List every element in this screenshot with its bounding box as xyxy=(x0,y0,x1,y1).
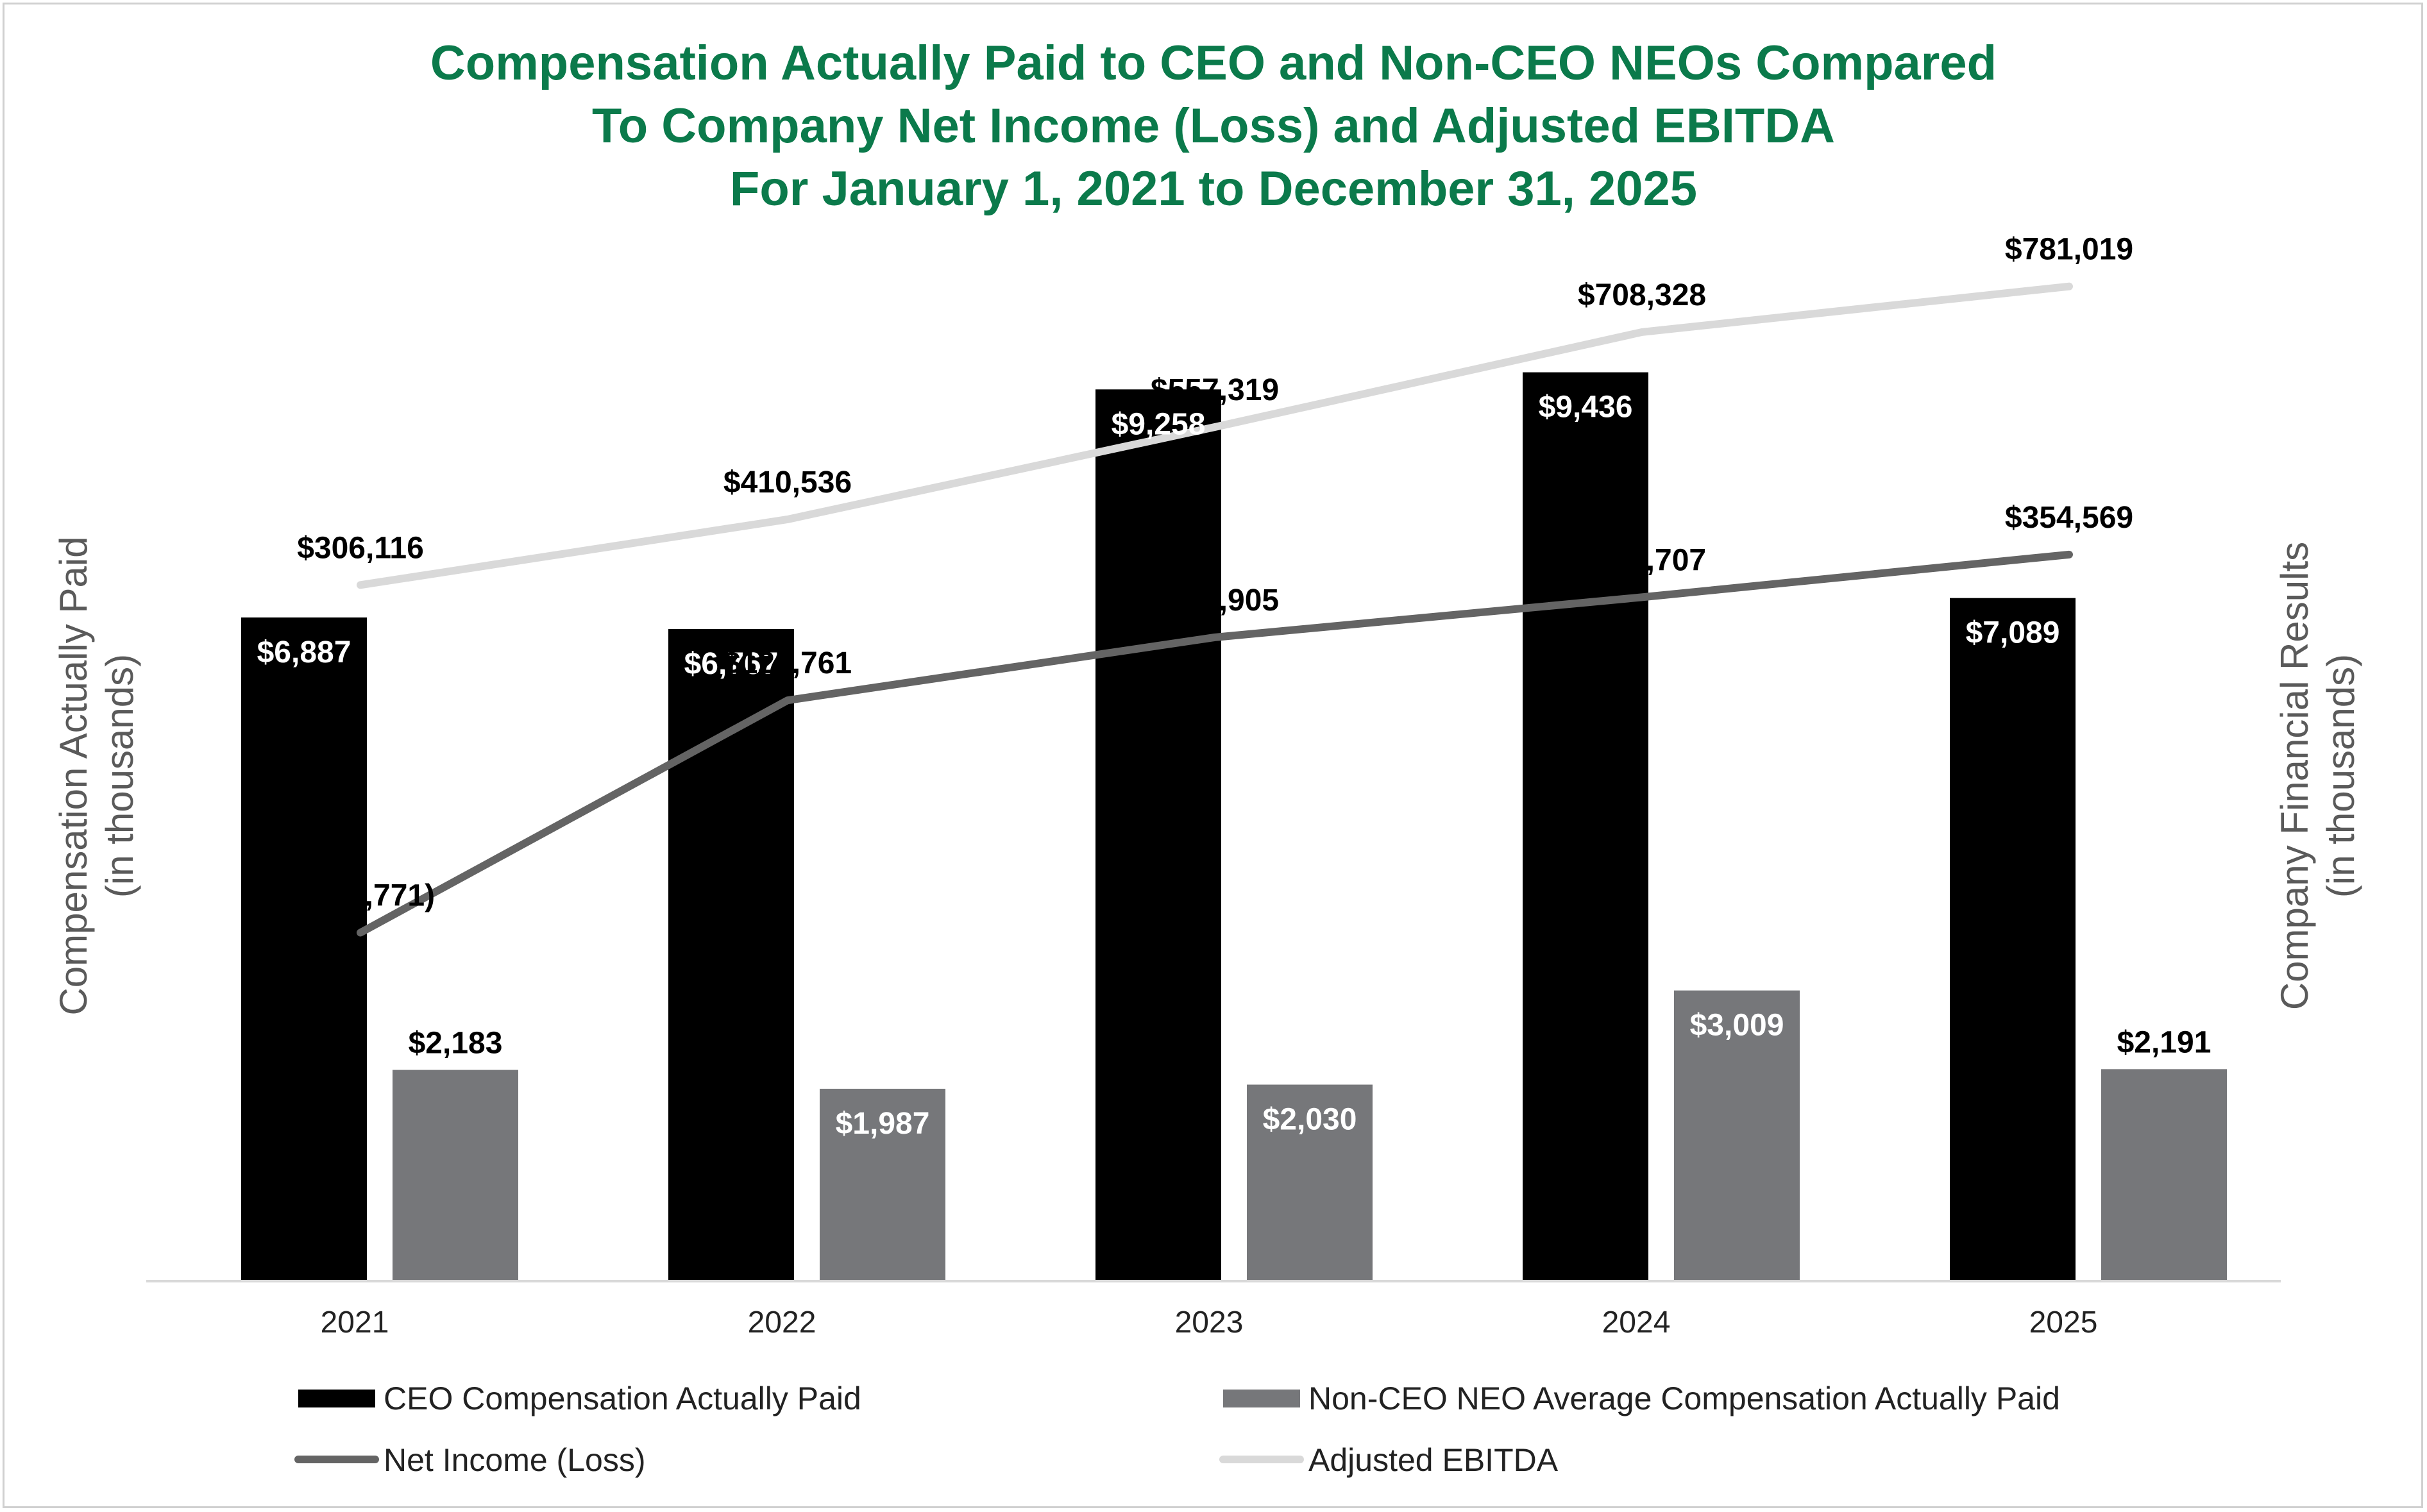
ceo-bar-label-2025: $7,089 xyxy=(1966,616,2060,650)
non-ceo-bar-2022 xyxy=(820,1088,945,1280)
adjusted-ebitda-label-2022: $410,536 xyxy=(723,466,852,500)
non-ceo-bar-2023 xyxy=(1247,1084,1373,1280)
left-axis-title-line-1: Compensation Actually Paid xyxy=(52,536,95,1015)
legend: CEO Compensation Actually Paid Non-CEO N… xyxy=(294,1381,2060,1478)
chart-title-line-2: To Company Net Income (Loss) and Adjuste… xyxy=(592,99,1835,153)
bars-layer xyxy=(241,372,2227,1281)
x-tick-2025: 2025 xyxy=(2029,1306,2098,1340)
lines-layer xyxy=(357,282,2073,937)
chart-title-line-3: For January 1, 2021 to December 31, 2025 xyxy=(730,162,1697,216)
legend-label-adjusted-ebitda: Adjusted EBITDA xyxy=(1308,1442,1559,1478)
ceo-bar-2022 xyxy=(668,628,794,1280)
right-axis-title-line-2: (in thousands) xyxy=(2319,654,2362,898)
non-ceo-bar-label-2024: $3,009 xyxy=(1690,1009,1784,1043)
right-axis-title: Company Financial Results (in thousands) xyxy=(2273,542,2362,1010)
legend-swatch-ceo xyxy=(298,1390,375,1407)
x-tick-2021: 2021 xyxy=(321,1306,389,1340)
non-ceo-bar-label-2025: $2,191 xyxy=(2117,1025,2211,1059)
legend-item-non-ceo[interactable]: Non-CEO NEO Average Compensation Actuall… xyxy=(1223,1381,2060,1416)
left-axis-title-line-2: (in thousands) xyxy=(98,654,141,898)
ceo-bar-2023 xyxy=(1095,389,1221,1280)
non-ceo-bar-2025 xyxy=(2101,1069,2227,1280)
chart-title-line-1: Compensation Actually Paid to CEO and No… xyxy=(430,36,1997,90)
legend-item-ceo[interactable]: CEO Compensation Actually Paid xyxy=(298,1381,861,1416)
net-income-label-2024: $286,707 xyxy=(1578,543,1706,577)
non-ceo-bar-label-2021: $2,183 xyxy=(409,1027,503,1061)
legend-label-ceo: CEO Compensation Actually Paid xyxy=(384,1381,861,1416)
x-tick-2023: 2023 xyxy=(1175,1306,1244,1340)
ceo-bar-label-2023: $9,258 xyxy=(1112,407,1206,441)
non-ceo-bar-2024 xyxy=(1674,990,1800,1280)
x-tick-2022: 2022 xyxy=(748,1306,816,1340)
chart-title: Compensation Actually Paid to CEO and No… xyxy=(430,36,1997,216)
legend-item-net-income[interactable]: Net Income (Loss) xyxy=(294,1442,645,1478)
adjusted-ebitda-label-2023: $557,319 xyxy=(1151,373,1279,407)
net-income-label-2023: $222,905 xyxy=(1151,584,1279,617)
ceo-bar-label-2024: $9,436 xyxy=(1539,391,1633,424)
net-income-label-2025: $354,569 xyxy=(2005,501,2133,535)
chart-frame xyxy=(3,3,2423,1508)
ceo-bar-label-2022: $6,767 xyxy=(684,647,779,681)
ceo-bar-label-2021: $6,887 xyxy=(257,635,351,669)
net-income-label-2021: $(246,771) xyxy=(286,879,435,913)
adjusted-ebitda-label-2021: $306,116 xyxy=(297,531,424,565)
legend-label-non-ceo: Non-CEO NEO Average Compensation Actuall… xyxy=(1308,1381,2060,1416)
legend-item-adjusted-ebitda[interactable]: Adjusted EBITDA xyxy=(1219,1442,1559,1478)
non-ceo-bar-label-2022: $1,987 xyxy=(836,1107,930,1141)
non-ceo-bar-label-2023: $2,030 xyxy=(1263,1103,1357,1137)
non-ceo-bar-2021 xyxy=(393,1070,518,1280)
x-axis-ticks: 2021 2022 2023 2024 2025 xyxy=(321,1306,2098,1340)
adjusted-ebitda-label-2025: $781,019 xyxy=(2005,233,2133,267)
net-income-label-2022: $122,761 xyxy=(723,646,852,680)
ceo-bar-2024 xyxy=(1523,372,1648,1280)
adjusted-ebitda-label-2024: $708,328 xyxy=(1578,278,1706,312)
ceo-bar-2021 xyxy=(241,617,367,1281)
x-tick-2024: 2024 xyxy=(1602,1306,1671,1340)
legend-label-net-income: Net Income (Loss) xyxy=(384,1442,645,1478)
data-labels-layer: $6,887 $2,183 $6,767 $1,987 $9,258 $2,030 $9,4… xyxy=(257,233,2211,1141)
ceo-bar-2025 xyxy=(1950,598,2076,1280)
left-axis-title: Compensation Actually Paid (in thousands… xyxy=(52,536,141,1015)
right-axis-title-line-1: Company Financial Results xyxy=(2273,542,2316,1010)
legend-swatch-non-ceo xyxy=(1223,1390,1300,1407)
